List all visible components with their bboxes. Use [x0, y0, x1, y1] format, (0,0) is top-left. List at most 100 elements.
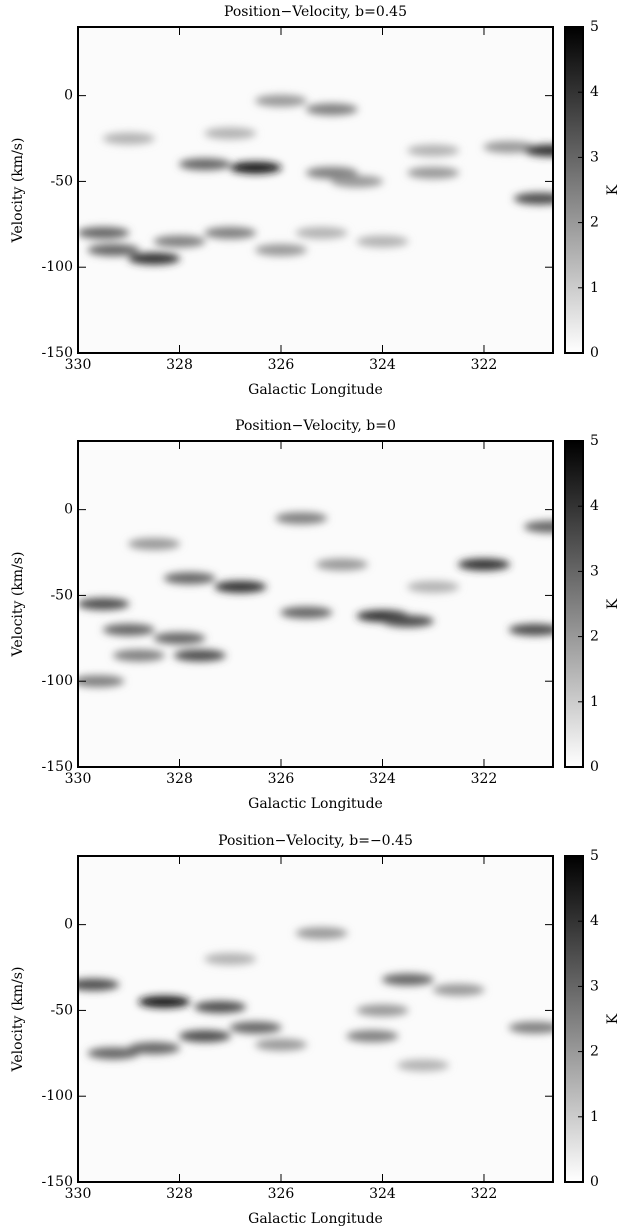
x-tick-label: 328: [166, 1186, 193, 1202]
emission-clump: [229, 161, 282, 174]
emission-clump: [128, 252, 181, 265]
emission-clump: [381, 973, 434, 986]
emission-clump: [295, 927, 348, 940]
chart-title: Position−Velocity, b=0.45: [224, 4, 407, 20]
colorbar-tick-label: 4: [590, 84, 599, 100]
emission-clump: [78, 978, 120, 991]
emission-clump: [254, 94, 307, 107]
emission-clump: [305, 166, 358, 179]
y-axis-label: Velocity (km/s): [10, 967, 26, 1073]
emission-clump: [254, 1038, 307, 1051]
emission-clump: [483, 141, 536, 154]
colorbar-tick-label: 0: [590, 345, 599, 361]
emission-clump: [457, 558, 510, 571]
x-tick-label: 326: [268, 1186, 295, 1202]
emission-clump: [508, 1021, 553, 1034]
colorbar-tick-label: 5: [590, 19, 599, 35]
colorbar: [564, 855, 584, 1183]
x-tick-label: 322: [471, 1186, 498, 1202]
axes-frame: [77, 26, 554, 354]
emission-clump: [275, 512, 328, 525]
emission-clump: [178, 158, 231, 171]
colorbar: [564, 26, 584, 354]
x-tick-label: 330: [65, 771, 92, 787]
emission-clump: [128, 537, 181, 550]
colorbar: [564, 440, 584, 768]
y-tick-label: -100: [42, 259, 73, 275]
y-axis-label: Velocity (km/s): [10, 552, 26, 658]
colorbar-tick-label: 5: [590, 433, 599, 449]
x-tick-label: 324: [369, 771, 396, 787]
x-tick-label: 328: [166, 357, 193, 373]
emission-clump: [102, 623, 155, 636]
plot-area: [78, 856, 553, 1182]
colorbar-tick-label: 3: [590, 149, 599, 165]
emission-clump: [78, 598, 130, 610]
colorbar-tick-label: 1: [590, 694, 599, 710]
y-tick-label: -150: [42, 1174, 73, 1190]
colorbar-tick-label: 4: [590, 498, 599, 514]
emission-clump: [513, 192, 553, 205]
y-axis-label: Velocity (km/s): [10, 138, 26, 244]
colorbar-tick-label: 2: [590, 215, 599, 231]
colorbar-tick-label: 2: [590, 629, 599, 645]
y-tick-label: -100: [42, 673, 73, 689]
emission-clump: [523, 144, 553, 157]
colorbar-tick-label: 3: [590, 563, 599, 579]
x-tick-label: 322: [471, 357, 498, 373]
axes-frame: [77, 855, 554, 1183]
colorbar-tick-label: 4: [590, 913, 599, 929]
x-axis-label: Galactic Longitude: [248, 796, 383, 812]
emission: [78, 512, 553, 688]
y-tick-label: 0: [64, 88, 73, 104]
emission-clump: [254, 244, 307, 257]
x-axis-label: Galactic Longitude: [248, 1211, 383, 1227]
axes-frame: [77, 440, 554, 768]
colorbar-label: K: [605, 1013, 621, 1024]
emission-clump: [346, 1030, 399, 1043]
emission-clump: [153, 632, 206, 645]
emission-clump: [523, 520, 553, 533]
emission-clump: [78, 226, 130, 239]
emission-clump: [204, 952, 257, 965]
y-tick-label: -50: [50, 173, 73, 189]
x-tick-label: 330: [65, 1186, 92, 1202]
emission-clump: [381, 615, 434, 628]
y-tick-label: -50: [50, 1002, 73, 1018]
emission: [78, 94, 553, 265]
colorbar-tick-label: 5: [590, 848, 599, 864]
x-tick-label: 328: [166, 771, 193, 787]
emission-clump: [356, 235, 409, 248]
chart-title: Position−Velocity, b=0: [235, 418, 396, 434]
emission-clump: [407, 144, 460, 157]
emission-clump: [112, 649, 165, 662]
colorbar-tick-label: 3: [590, 978, 599, 994]
colorbar-tick-label: 1: [590, 280, 599, 296]
colorbar-label: K: [605, 598, 621, 609]
emission-clump: [407, 580, 460, 593]
emission-clump: [204, 226, 257, 239]
colorbar-tick-label: 1: [590, 1109, 599, 1125]
plot-area: [78, 441, 553, 767]
emission-clump: [78, 675, 125, 688]
x-tick-label: 324: [369, 1186, 396, 1202]
emission-clump: [178, 1030, 231, 1043]
emission-clump: [204, 127, 257, 140]
emission-clump: [229, 1021, 282, 1034]
emission-clump: [102, 132, 155, 145]
x-axis-label: Galactic Longitude: [248, 382, 383, 398]
colorbar-tick-label: 0: [590, 1174, 599, 1190]
x-tick-label: 322: [471, 771, 498, 787]
emission-clump: [153, 235, 206, 248]
y-tick-label: -150: [42, 345, 73, 361]
emission-clump: [214, 580, 267, 593]
plot-area: [78, 27, 553, 353]
emission-clump: [432, 983, 485, 996]
y-tick-label: -150: [42, 759, 73, 775]
x-tick-label: 326: [268, 357, 295, 373]
emission-clump: [173, 649, 226, 662]
colorbar-tick-label: 0: [590, 759, 599, 775]
y-tick-label: 0: [64, 917, 73, 933]
emission-clump: [397, 1059, 450, 1072]
